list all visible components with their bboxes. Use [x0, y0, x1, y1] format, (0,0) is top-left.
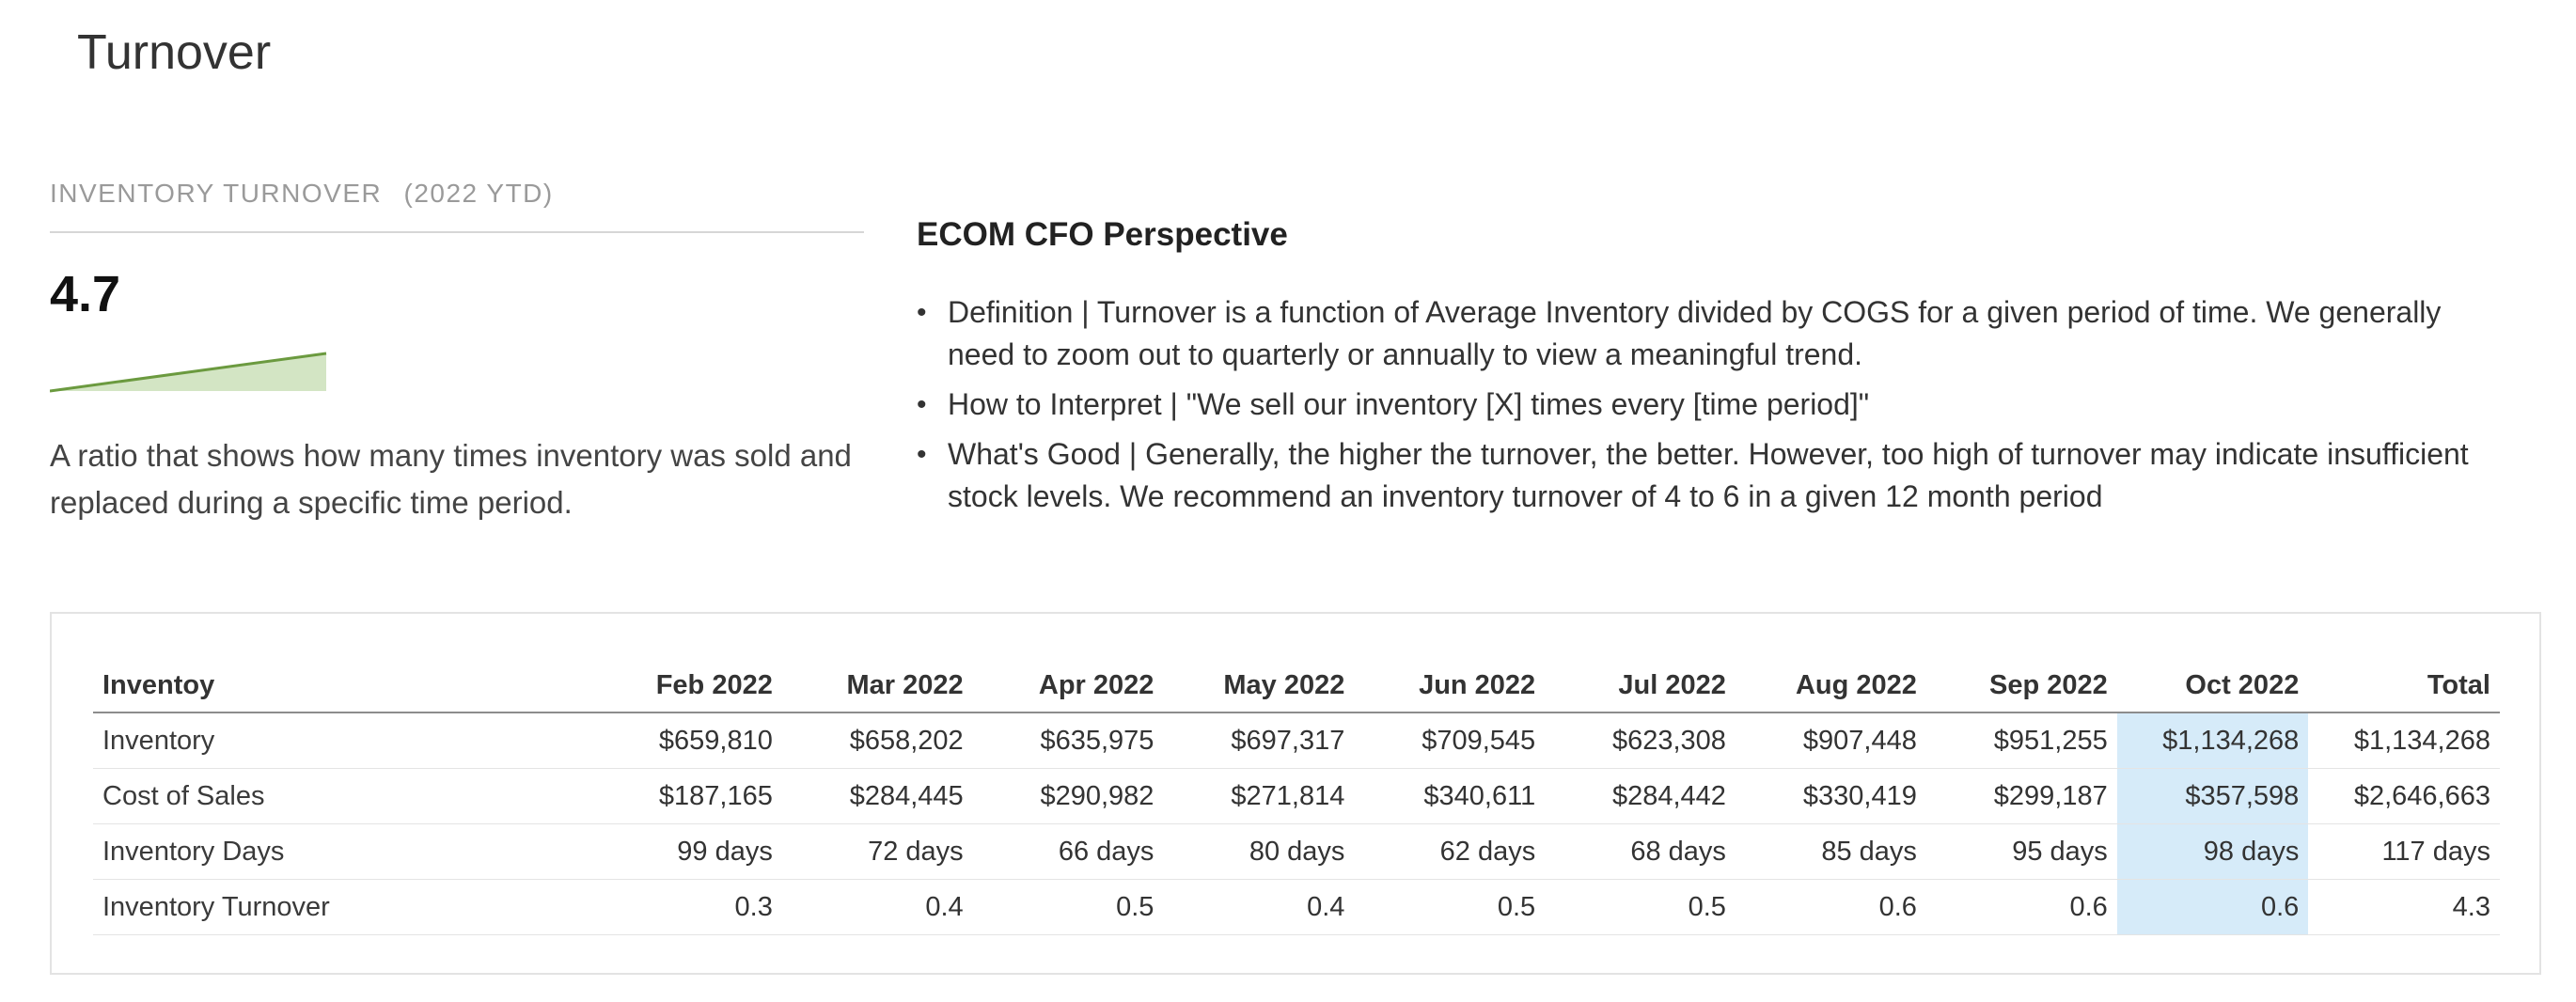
table-cell: $659,810	[591, 712, 782, 769]
table-cell: $330,419	[1735, 768, 1926, 824]
table-cell: $187,165	[591, 768, 782, 824]
table-cell-highlighted: 0.6	[2116, 879, 2309, 935]
kpi-card: INVENTORY TURNOVER (2022 YTD) 4.7 A rati…	[50, 179, 864, 526]
table-cell: $284,442	[1545, 768, 1736, 824]
table-row: Inventory Days 99 days 72 days 66 days 8…	[93, 823, 2500, 880]
table-row: Cost of Sales $187,165 $284,445 $290,982…	[93, 768, 2500, 824]
row-label: Cost of Sales	[93, 768, 592, 824]
row-label: Inventory Turnover	[93, 879, 592, 935]
table-cell-total: $1,134,268	[2308, 712, 2500, 769]
table-cell: $907,448	[1735, 712, 1926, 769]
column-header[interactable]: Jun 2022	[1354, 659, 1546, 713]
table-cell: 66 days	[972, 823, 1164, 880]
table-cell: $951,255	[1925, 712, 2117, 769]
column-header[interactable]: Inventoy	[93, 659, 592, 713]
bullet-icon: •	[917, 389, 927, 420]
row-label: Inventory	[93, 712, 592, 769]
column-header[interactable]: Mar 2022	[781, 659, 973, 713]
column-header[interactable]: Total	[2308, 659, 2500, 713]
table-cell: 0.3	[591, 879, 782, 935]
table-cell: 0.5	[1545, 879, 1736, 935]
column-header[interactable]: Jul 2022	[1545, 659, 1736, 713]
table-cell: $635,975	[972, 712, 1164, 769]
perspective-item-interpret: • How to Interpret | "We sell our invento…	[917, 384, 2515, 426]
kpi-value: 4.7	[50, 266, 121, 322]
table-cell: 72 days	[781, 823, 973, 880]
kpi-period: (2022 YTD)	[403, 179, 554, 208]
table-cell: $709,545	[1354, 712, 1546, 769]
table-cell: $623,308	[1545, 712, 1736, 769]
bullet-icon: •	[917, 297, 927, 328]
table-cell: $658,202	[781, 712, 973, 769]
perspective-list: • Definition | Turnover is a function of …	[917, 291, 2515, 518]
column-header[interactable]: Feb 2022	[591, 659, 782, 713]
kpi-label: INVENTORY TURNOVER	[50, 179, 383, 208]
table-cell: 68 days	[1545, 823, 1736, 880]
table-row: Inventory $659,810 $658,202 $635,975 $69…	[93, 712, 2500, 769]
table-cell: 0.4	[781, 879, 973, 935]
table-cell: 0.5	[972, 879, 1164, 935]
column-header[interactable]: Sep 2022	[1925, 659, 2117, 713]
table-cell: $299,187	[1925, 768, 2117, 824]
table-cell: 95 days	[1925, 823, 2117, 880]
table-cell: $284,445	[781, 768, 973, 824]
table-cell: $340,611	[1354, 768, 1546, 824]
table-cell: 62 days	[1354, 823, 1546, 880]
page-title: Turnover	[77, 25, 272, 80]
row-label: Inventory Days	[93, 823, 592, 880]
perspective-panel: ECOM CFO Perspective • Definition | Turno…	[917, 216, 2515, 525]
table-cell: $290,982	[972, 768, 1164, 824]
table-cell-total: 4.3	[2308, 879, 2500, 935]
table-cell: $271,814	[1163, 768, 1355, 824]
table-cell: 0.6	[1925, 879, 2117, 935]
perspective-item-text: What's Good | Generally, the higher the …	[948, 437, 2469, 513]
table-header-row: Inventoy Feb 2022 Mar 2022 Apr 2022 May …	[93, 659, 2500, 713]
table-cell: 99 days	[591, 823, 782, 880]
perspective-item-text: How to Interpret | "We sell our inventor…	[948, 387, 1870, 421]
table-cell: 0.4	[1163, 879, 1355, 935]
table-cell: 0.5	[1354, 879, 1546, 935]
column-header[interactable]: May 2022	[1163, 659, 1355, 713]
table-cell-total: 117 days	[2308, 823, 2500, 880]
sparkline-line	[50, 352, 327, 393]
table-cell: 80 days	[1163, 823, 1355, 880]
column-header[interactable]: Apr 2022	[972, 659, 1164, 713]
kpi-sparkline	[50, 352, 327, 393]
inventory-table: Inventoy Feb 2022 Mar 2022 Apr 2022 May …	[93, 659, 2500, 935]
column-header[interactable]: Aug 2022	[1735, 659, 1926, 713]
table-cell: 0.6	[1735, 879, 1926, 935]
perspective-item-good: • What's Good | Generally, the higher the…	[917, 433, 2515, 518]
table-cell: 85 days	[1735, 823, 1926, 880]
table-cell-highlighted: $357,598	[2116, 768, 2309, 824]
kpi-description: A ratio that shows how many times invent…	[50, 438, 852, 520]
table-cell-highlighted: 98 days	[2116, 823, 2309, 880]
perspective-item-text: Definition | Turnover is a function of A…	[948, 295, 2442, 371]
perspective-item-definition: • Definition | Turnover is a function of …	[917, 291, 2515, 376]
column-header[interactable]: Oct 2022	[2116, 659, 2309, 713]
bullet-icon: •	[917, 439, 927, 470]
table-cell-total: $2,646,663	[2308, 768, 2500, 824]
table-cell: $697,317	[1163, 712, 1355, 769]
table-row: Inventory Turnover 0.3 0.4 0.5 0.4 0.5 0…	[93, 879, 2500, 935]
kpi-header: INVENTORY TURNOVER (2022 YTD)	[50, 179, 864, 233]
table-cell-highlighted: $1,134,268	[2116, 712, 2309, 769]
perspective-title: ECOM CFO Perspective	[917, 216, 1288, 253]
inventory-table-card: Inventoy Feb 2022 Mar 2022 Apr 2022 May …	[50, 612, 2541, 975]
